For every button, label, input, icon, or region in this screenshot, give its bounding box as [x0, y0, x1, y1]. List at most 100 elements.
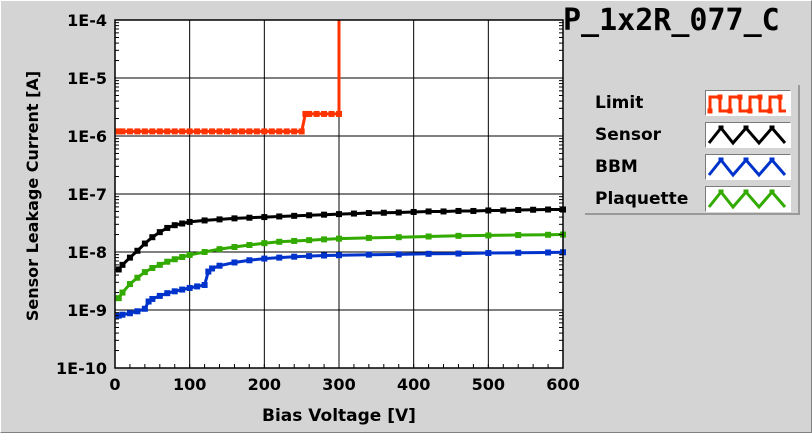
swatch-marker [769, 125, 775, 131]
data-point [425, 250, 432, 257]
swatch-marker [718, 125, 724, 131]
data-point [261, 128, 268, 135]
data-point [545, 206, 552, 213]
zigzag-icon[interactable] [705, 186, 791, 212]
series-limit [115, 20, 342, 135]
data-point [365, 251, 372, 258]
data-point [321, 236, 328, 243]
series-layer [115, 20, 566, 319]
data-point [425, 208, 432, 215]
swatch-marker [717, 94, 723, 100]
data-point [336, 110, 342, 117]
x-tick-label: 0 [109, 375, 120, 394]
data-point [126, 310, 133, 317]
data-point [246, 128, 253, 135]
data-point [395, 234, 402, 241]
data-point [145, 298, 152, 305]
x-tick-label: 500 [472, 375, 505, 394]
data-point [216, 216, 223, 223]
legend-label: BBM [595, 157, 638, 177]
data-point [283, 128, 290, 135]
legend[interactable]: Limit Sensor BBM Plaquette [585, 85, 800, 215]
data-point [500, 207, 507, 214]
legend-item-limit[interactable]: Limit [585, 87, 800, 119]
data-point [205, 268, 212, 275]
legend-label: Limit [595, 93, 644, 113]
x-tick-label: 600 [546, 375, 579, 394]
data-point [485, 250, 492, 257]
legend-item-bbm[interactable]: BBM [585, 151, 800, 183]
y-tick-label: 1E-4 [67, 11, 107, 30]
data-point [171, 256, 178, 263]
data-point [134, 274, 141, 281]
data-point [179, 220, 186, 227]
legend-item-plaquette[interactable]: Plaquette [585, 183, 800, 215]
swatch-marker [747, 108, 753, 114]
data-point [171, 128, 178, 135]
data-point [149, 264, 156, 271]
swatch-marker [777, 94, 783, 100]
data-point [455, 250, 462, 257]
data-point [231, 215, 238, 222]
data-point [216, 246, 223, 253]
data-point [119, 128, 126, 135]
data-point [485, 207, 492, 214]
data-point [545, 249, 552, 256]
y-tick-label: 1E-6 [67, 127, 107, 146]
data-point [380, 209, 387, 216]
data-point [291, 253, 298, 260]
zigzag-icon[interactable] [705, 122, 791, 148]
data-point [201, 128, 208, 135]
data-point [545, 231, 552, 238]
data-point [261, 240, 268, 247]
x-axis-label: Bias Voltage [V] [262, 406, 416, 426]
data-point [156, 292, 163, 299]
data-point [209, 128, 216, 135]
data-point [238, 128, 245, 135]
data-point [141, 269, 148, 276]
legend-item-sensor[interactable]: Sensor [585, 119, 800, 151]
data-point [261, 255, 268, 262]
data-point [216, 128, 223, 135]
x-tick-label: 300 [322, 375, 355, 394]
zigzag-icon[interactable] [705, 154, 791, 180]
swatch-marker [757, 94, 763, 100]
data-point [246, 242, 253, 249]
data-point [485, 232, 492, 239]
data-point [141, 305, 148, 312]
data-point [179, 128, 186, 135]
series-bbm [115, 249, 566, 319]
data-point [276, 128, 283, 135]
data-point [149, 295, 156, 302]
data-point [171, 222, 178, 229]
chart-title: P_1x2R_077_C [563, 3, 780, 38]
swatch-marker [743, 125, 749, 131]
data-point [455, 207, 462, 214]
data-point [298, 128, 305, 135]
data-point [313, 110, 320, 117]
data-point [365, 234, 372, 241]
data-point [268, 128, 275, 135]
swatch-marker [743, 189, 749, 195]
data-point [328, 110, 335, 117]
swatch-marker [743, 157, 749, 163]
data-point [336, 252, 342, 259]
square-wave-icon[interactable] [705, 90, 791, 116]
data-point [134, 247, 141, 254]
swatch-marker [767, 108, 773, 114]
plot-border [114, 19, 564, 369]
data-point [141, 128, 148, 135]
legend-label: Sensor [595, 125, 662, 145]
data-point [156, 261, 163, 268]
data-point [224, 128, 230, 135]
data-point [201, 281, 208, 288]
series-sensor [115, 206, 566, 273]
data-point [164, 258, 171, 265]
data-point [126, 254, 133, 261]
swatch-marker [707, 108, 713, 114]
data-point [231, 128, 238, 135]
data-point [253, 128, 260, 135]
data-point [246, 257, 253, 264]
data-point [306, 253, 313, 260]
